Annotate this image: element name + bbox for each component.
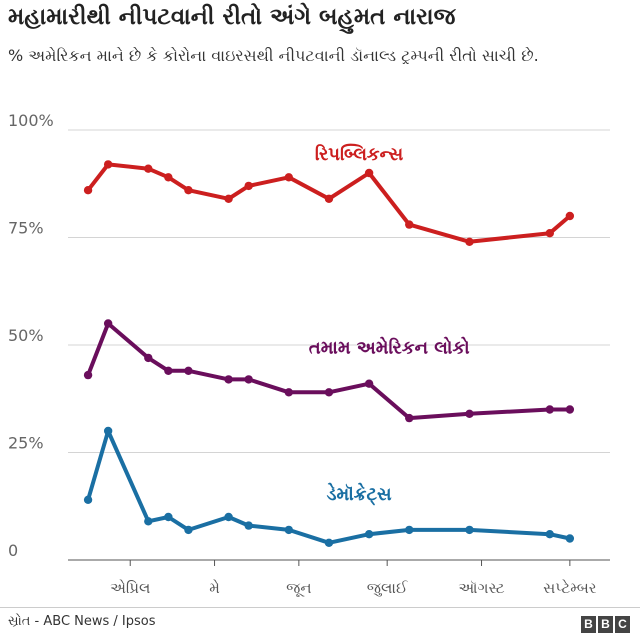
data-point	[224, 375, 233, 384]
data-point	[545, 405, 554, 414]
data-point	[405, 413, 414, 423]
data-point	[244, 181, 253, 191]
y-tick-label: 50%	[8, 326, 44, 345]
data-point	[103, 426, 113, 436]
data-point	[405, 525, 414, 535]
data-point	[184, 366, 193, 375]
data-point	[184, 525, 193, 535]
data-point	[144, 517, 153, 526]
data-point	[565, 405, 575, 414]
data-point	[324, 388, 334, 397]
axis-labels: 0 25% 50% 75% 100% એપ્રિલ મે જૂન જુલાઈ ઑગસ્ટ સપ્ટે…	[8, 111, 597, 597]
data-point	[565, 211, 575, 221]
data-point	[83, 495, 93, 504]
data-point	[164, 512, 173, 522]
series-label: રિપબ્લિકન્સ	[315, 143, 404, 165]
data-point	[565, 534, 575, 543]
bbc-logo: B B C	[581, 616, 630, 633]
data-point	[244, 375, 253, 384]
data-point	[83, 186, 93, 195]
data-point	[83, 370, 93, 380]
data-point	[244, 521, 253, 530]
data-point	[465, 237, 474, 246]
logo-letter: B	[581, 616, 596, 633]
data-point	[144, 353, 153, 363]
data-point	[164, 366, 173, 375]
x-tick-label: ઑગસ્ટ	[458, 579, 504, 597]
chart-subtitle: % અમેરિકન માને છે કે કોરોના વાઇરસથી નીપટ…	[8, 46, 539, 65]
data-point	[184, 186, 193, 195]
data-point	[324, 538, 334, 547]
x-tick-label: જૂન	[286, 579, 311, 597]
y-tick-label: 75%	[8, 219, 44, 238]
line-chart: 0 25% 50% 75% 100% એપ્રિલ મે જૂન જુલાઈ ઑગસ્ટ સપ્ટે…	[8, 111, 610, 597]
y-tick-label: 100%	[8, 111, 54, 130]
data-point	[103, 160, 113, 169]
source-note: સ્રોત - ABC News / Ipsos	[8, 614, 156, 629]
series-labels: રિપબ્લિકન્સ તમામ અમેરિકન લોકો ડેમૉક્રેટ્સ	[309, 143, 470, 505]
chart-title: મહામારીથી નીપટવાની રીતો અંગે બહુમત નારાજ	[8, 4, 456, 30]
data-point	[545, 530, 554, 539]
data-point	[224, 512, 233, 522]
data-point	[465, 409, 474, 418]
x-tick-label: સપ્ટેમ્બર	[543, 579, 597, 597]
data-point	[284, 173, 294, 182]
x-tick-label: એપ્રિલ	[110, 579, 150, 597]
series-lines	[83, 160, 575, 547]
data-point	[103, 319, 113, 328]
series-line	[86, 162, 572, 244]
logo-letter: B	[598, 616, 613, 633]
data-point	[284, 388, 294, 397]
data-point	[324, 194, 334, 203]
data-point	[465, 525, 474, 535]
y-tick-label: 25%	[8, 434, 44, 453]
data-point	[284, 525, 294, 535]
x-tick-label: જુલાઈ	[367, 579, 408, 597]
data-point	[224, 194, 233, 203]
data-point	[144, 164, 153, 173]
data-point	[364, 168, 374, 178]
data-point	[164, 173, 173, 182]
x-tick-label: મે	[209, 579, 220, 597]
data-point	[405, 220, 414, 229]
footer-divider	[0, 607, 640, 608]
data-point	[364, 379, 374, 388]
series-label: ડેમૉક્રેટ્સ	[327, 482, 392, 506]
data-point	[545, 229, 554, 238]
data-point	[364, 530, 374, 539]
logo-letter: C	[615, 616, 630, 633]
series-label: તમામ અમેરિકન લોકો	[309, 336, 470, 358]
y-tick-label: 0	[8, 541, 18, 560]
